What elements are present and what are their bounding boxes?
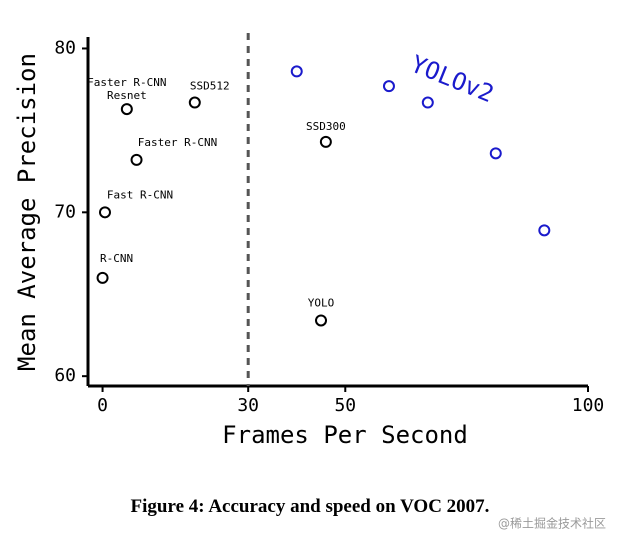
y-tick-label: 60	[54, 365, 76, 386]
point-label: Fast R-CNN	[107, 188, 173, 201]
watermark: @稀土掘金技术社区	[498, 516, 606, 531]
point-label: SSD300	[306, 120, 346, 133]
x-tick-label: 0	[97, 395, 108, 416]
point-label: Faster R-CNN	[87, 76, 166, 89]
point	[96, 271, 109, 284]
point	[98, 206, 111, 219]
point	[130, 153, 143, 166]
point	[290, 65, 303, 78]
point	[315, 314, 328, 327]
x-tick-label: 30	[237, 395, 259, 416]
x-tick-label: 50	[334, 395, 356, 416]
series-label: YOLOv2	[407, 50, 498, 108]
y-tick-label: 80	[54, 37, 76, 58]
point	[319, 135, 332, 148]
y-axis-title: Mean Average Precision	[13, 53, 41, 371]
caption-label: Figure 4:	[131, 496, 205, 517]
point	[120, 103, 133, 116]
caption-text: Accuracy and speed on VOC 2007.	[208, 496, 489, 517]
point	[489, 147, 502, 160]
point-label: R-CNN	[100, 252, 133, 265]
caption: Figure 4: Accuracy and speed on VOC 2007…	[131, 496, 490, 517]
point-label: SSD512	[190, 80, 230, 93]
y-tick-label: 70	[54, 201, 76, 222]
point	[188, 96, 201, 109]
x-axis-title: Frames Per Second	[222, 421, 468, 449]
x-tick-label: 100	[572, 395, 605, 416]
point-label: Resnet	[107, 89, 147, 102]
point	[382, 80, 395, 93]
point-label: Faster R-CNN	[138, 136, 217, 149]
point	[421, 96, 434, 109]
point	[538, 224, 551, 237]
point-label: YOLO	[308, 296, 335, 309]
